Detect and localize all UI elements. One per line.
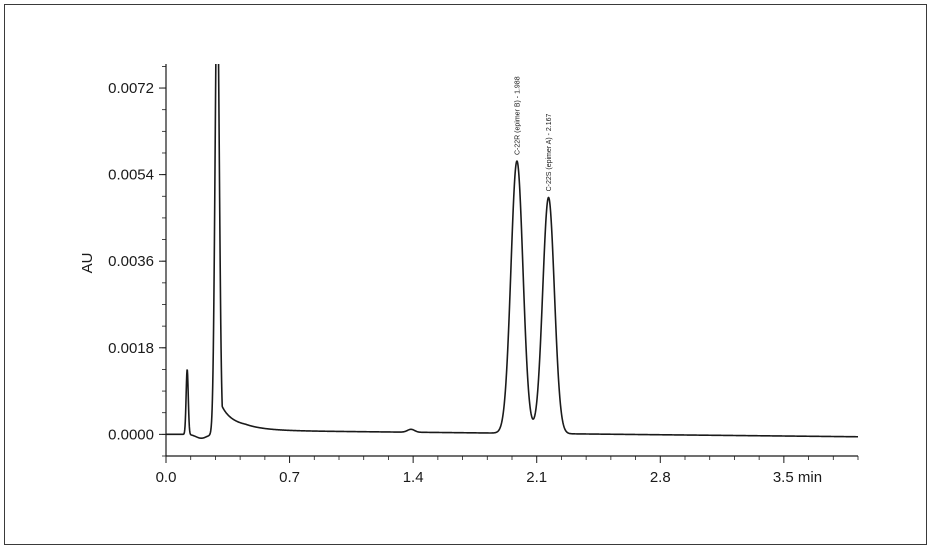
y-tick-label: 0.0072 <box>108 80 154 97</box>
x-tick-label: 0.0 <box>156 469 177 486</box>
y-tick-label: 0.0054 <box>108 167 154 184</box>
y-tick-label: 0.0018 <box>108 340 154 357</box>
peak-label: C-22S (epimer A) - 2.167 <box>546 113 553 191</box>
x-tick-label: 2.1 <box>526 469 547 486</box>
x-tick-label: 2.8 <box>650 469 671 486</box>
peak-labels: C-22R (epimer B) - 1.988 C-22S (epimer A)… <box>514 76 553 191</box>
chromatogram-trace <box>166 64 858 439</box>
y-ticks: 0.0000 0.0018 0.0036 0.0054 0.0072 <box>108 66 166 457</box>
x-tick-label: 0.7 <box>279 469 300 486</box>
x-tick-label: 3.5 min <box>773 469 822 486</box>
x-ticks: 0.0 0.7 1.4 2.1 2.8 3.5 min <box>156 456 859 486</box>
x-tick-label: 1.4 <box>403 469 424 486</box>
y-tick-label: 0.0000 <box>108 426 154 443</box>
y-tick-label: 0.0036 <box>108 253 154 270</box>
peak-label: C-22R (epimer B) - 1.988 <box>514 76 521 155</box>
chart-frame <box>4 4 927 545</box>
y-axis-title: AU <box>79 253 96 274</box>
